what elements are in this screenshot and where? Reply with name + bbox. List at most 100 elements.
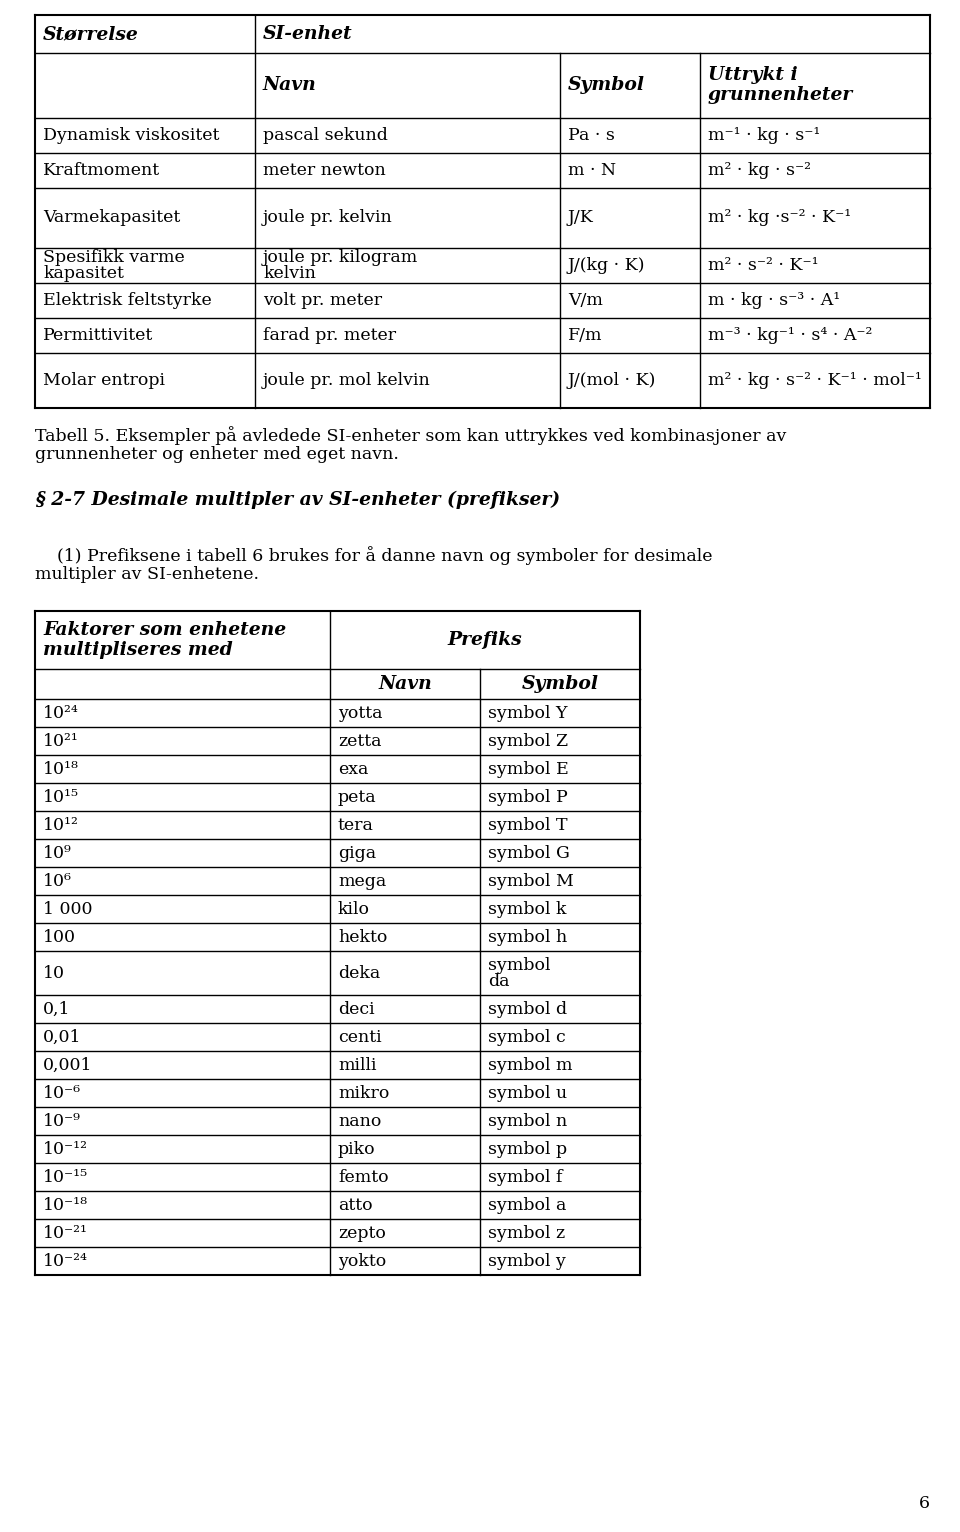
Text: 10⁻¹⁸: 10⁻¹⁸: [43, 1196, 88, 1213]
Text: da: da: [488, 973, 510, 990]
Text: m⁻¹ · kg · s⁻¹: m⁻¹ · kg · s⁻¹: [708, 127, 821, 144]
Text: 10⁹: 10⁹: [43, 844, 72, 861]
Text: Navn: Navn: [263, 77, 317, 95]
Text: Elektrisk feltstyrke: Elektrisk feltstyrke: [43, 293, 212, 309]
Text: symbol P: symbol P: [488, 789, 567, 806]
Text: § 2-7 Desimale multipler av SI-enheter (prefikser): § 2-7 Desimale multipler av SI-enheter (…: [35, 490, 560, 509]
Text: exa: exa: [338, 760, 369, 778]
Text: Symbol: Symbol: [568, 77, 645, 95]
Text: symbol h: symbol h: [488, 928, 567, 945]
Text: Kraftmoment: Kraftmoment: [43, 162, 160, 179]
Text: F/m: F/m: [568, 326, 603, 345]
Text: m² · kg · s⁻²: m² · kg · s⁻²: [708, 162, 811, 179]
Text: milli: milli: [338, 1057, 376, 1074]
Text: Navn: Navn: [378, 676, 432, 692]
Text: symbol Y: symbol Y: [488, 705, 567, 722]
Text: SI-enhet: SI-enhet: [263, 25, 352, 43]
Text: J/(mol · K): J/(mol · K): [568, 372, 657, 389]
Text: symbol u: symbol u: [488, 1085, 567, 1102]
Text: tera: tera: [338, 817, 373, 833]
Text: m² · kg ·s⁻² · K⁻¹: m² · kg ·s⁻² · K⁻¹: [708, 210, 852, 227]
Text: Spesifikk varme: Spesifikk varme: [43, 250, 184, 267]
Text: 10⁻²⁴: 10⁻²⁴: [43, 1253, 88, 1270]
Text: symbol c: symbol c: [488, 1028, 565, 1045]
Text: kapasitet: kapasitet: [43, 265, 124, 282]
Text: 10²⁴: 10²⁴: [43, 705, 79, 722]
Text: m² · kg · s⁻² · K⁻¹ · mol⁻¹: m² · kg · s⁻² · K⁻¹ · mol⁻¹: [708, 372, 922, 389]
Text: joule pr. mol kelvin: joule pr. mol kelvin: [263, 372, 431, 389]
Text: symbol E: symbol E: [488, 760, 568, 778]
Text: symbol T: symbol T: [488, 817, 567, 833]
Text: (1) Prefiksene i tabell 6 brukes for å danne navn og symboler for desimale: (1) Prefiksene i tabell 6 brukes for å d…: [35, 545, 712, 565]
Text: femto: femto: [338, 1169, 389, 1186]
Text: m · N: m · N: [568, 162, 616, 179]
Text: deci: deci: [338, 1000, 374, 1017]
Text: symbol d: symbol d: [488, 1000, 567, 1017]
Text: 6: 6: [919, 1495, 930, 1512]
Text: symbol: symbol: [488, 956, 550, 973]
Text: grunnenheter og enheter med eget navn.: grunnenheter og enheter med eget navn.: [35, 446, 398, 463]
Text: 10⁻⁶: 10⁻⁶: [43, 1085, 82, 1102]
Text: centi: centi: [338, 1028, 382, 1045]
Text: symbol G: symbol G: [488, 844, 570, 861]
Text: joule pr. kelvin: joule pr. kelvin: [263, 210, 393, 227]
Text: 0,01: 0,01: [43, 1028, 82, 1045]
Text: Dynamisk viskositet: Dynamisk viskositet: [43, 127, 220, 144]
Text: Symbol: Symbol: [521, 676, 598, 692]
Text: zepto: zepto: [338, 1224, 386, 1241]
Text: grunnenheter: grunnenheter: [708, 86, 853, 104]
Text: 100: 100: [43, 928, 76, 945]
Text: giga: giga: [338, 844, 376, 861]
Text: symbol M: symbol M: [488, 873, 574, 890]
Text: symbol a: symbol a: [488, 1196, 566, 1213]
Text: zetta: zetta: [338, 732, 381, 749]
Text: 10⁶: 10⁶: [43, 873, 72, 890]
Text: multipliseres med: multipliseres med: [43, 640, 232, 659]
Text: 10: 10: [43, 965, 65, 982]
Text: J/K: J/K: [568, 210, 594, 227]
Text: 10¹²: 10¹²: [43, 817, 79, 833]
Text: kelvin: kelvin: [263, 265, 316, 282]
Text: pascal sekund: pascal sekund: [263, 127, 388, 144]
Text: 0,1: 0,1: [43, 1000, 70, 1017]
Text: 10⁻¹²: 10⁻¹²: [43, 1140, 88, 1158]
Text: Størrelse: Størrelse: [43, 25, 139, 43]
Text: 1 000: 1 000: [43, 901, 92, 918]
Text: yokto: yokto: [338, 1253, 386, 1270]
Text: symbol z: symbol z: [488, 1224, 565, 1241]
Text: hekto: hekto: [338, 928, 388, 945]
Text: symbol p: symbol p: [488, 1140, 567, 1158]
Text: 10⁻²¹: 10⁻²¹: [43, 1224, 88, 1241]
Text: volt pr. meter: volt pr. meter: [263, 293, 382, 309]
Text: J/(kg · K): J/(kg · K): [568, 257, 645, 274]
Text: symbol n: symbol n: [488, 1112, 567, 1129]
Text: yotta: yotta: [338, 705, 382, 722]
Text: m² · s⁻² · K⁻¹: m² · s⁻² · K⁻¹: [708, 257, 819, 274]
Text: 0,001: 0,001: [43, 1057, 92, 1074]
Text: piko: piko: [338, 1140, 375, 1158]
Text: Uttrykt i: Uttrykt i: [708, 66, 798, 84]
Text: deka: deka: [338, 965, 380, 982]
Text: Tabell 5. Eksempler på avledede SI-enheter som kan uttrykkes ved kombinasjoner a: Tabell 5. Eksempler på avledede SI-enhet…: [35, 426, 786, 444]
Text: 10¹⁵: 10¹⁵: [43, 789, 79, 806]
Text: 10²¹: 10²¹: [43, 732, 79, 749]
Text: symbol k: symbol k: [488, 901, 566, 918]
Text: 10⁻⁹: 10⁻⁹: [43, 1112, 81, 1129]
Text: peta: peta: [338, 789, 376, 806]
Text: m⁻³ · kg⁻¹ · s⁴ · A⁻²: m⁻³ · kg⁻¹ · s⁴ · A⁻²: [708, 326, 873, 345]
Text: farad pr. meter: farad pr. meter: [263, 326, 396, 345]
Text: mikro: mikro: [338, 1085, 390, 1102]
Text: kilo: kilo: [338, 901, 370, 918]
Text: joule pr. kilogram: joule pr. kilogram: [263, 250, 419, 267]
Text: Pa · s: Pa · s: [568, 127, 614, 144]
Text: multipler av SI-enhetene.: multipler av SI-enhetene.: [35, 565, 259, 584]
Text: Varmekapasitet: Varmekapasitet: [43, 210, 180, 227]
Text: 10⁻¹⁵: 10⁻¹⁵: [43, 1169, 88, 1186]
Text: symbol m: symbol m: [488, 1057, 572, 1074]
Text: nano: nano: [338, 1112, 381, 1129]
Text: Faktorer som enhetene: Faktorer som enhetene: [43, 620, 286, 639]
Text: Prefiks: Prefiks: [447, 631, 522, 650]
Text: atto: atto: [338, 1196, 372, 1213]
Text: symbol Z: symbol Z: [488, 732, 568, 749]
Text: meter newton: meter newton: [263, 162, 386, 179]
